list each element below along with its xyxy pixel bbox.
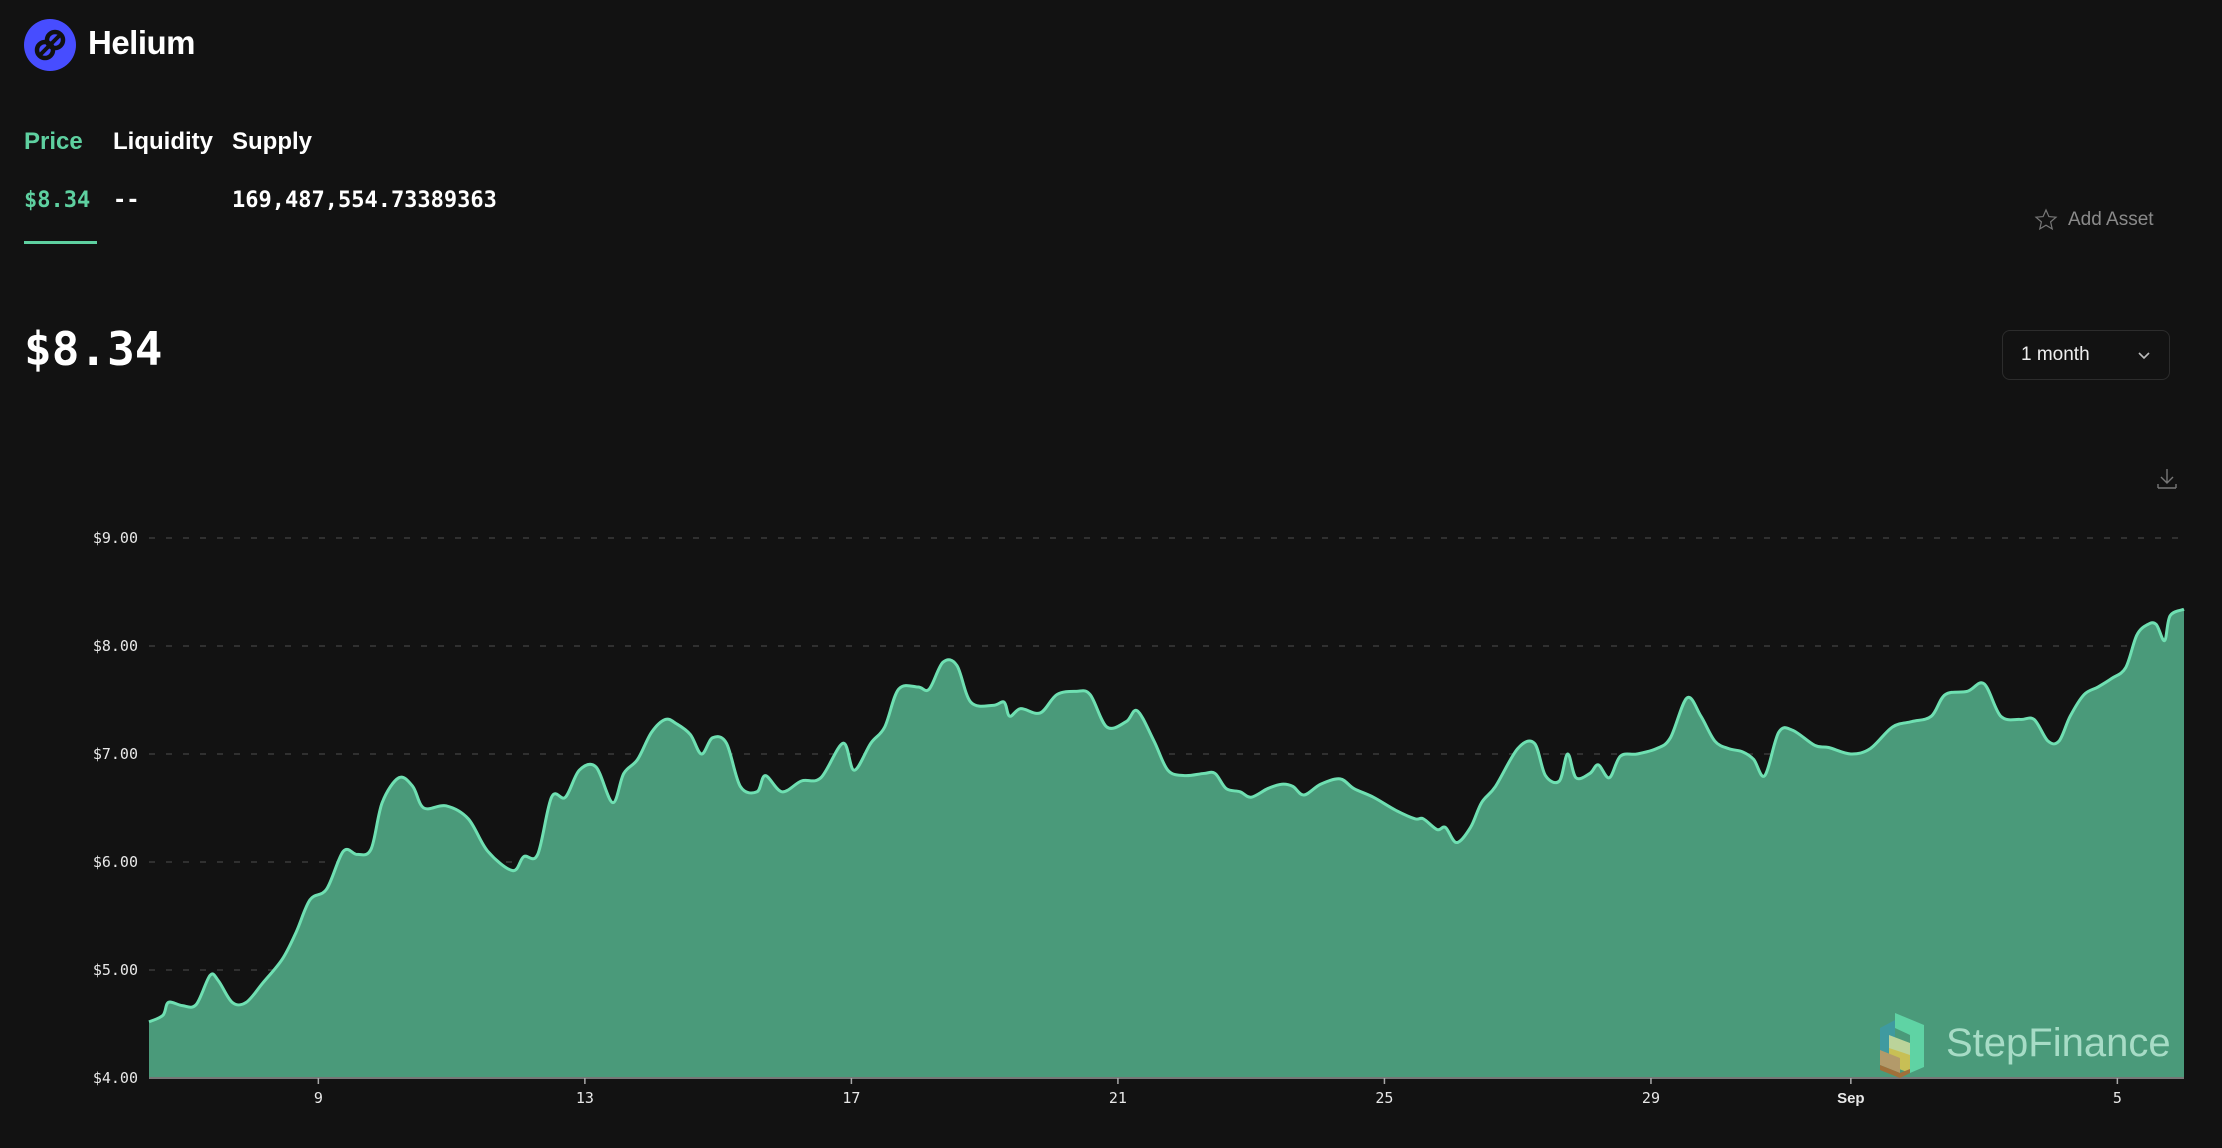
y-tick-label: $8.00: [93, 637, 138, 655]
x-tick-label: 29: [1642, 1089, 1660, 1107]
supply-value: 169,487,554.73389363: [232, 188, 497, 213]
tab-liquidity[interactable]: Liquidity: [113, 128, 213, 155]
chevron-down-icon: [2138, 352, 2150, 360]
price-value: $8.34: [24, 188, 91, 213]
watermark-text: StepFinance: [1946, 1021, 2171, 1065]
stepfinance-logo-icon: [1880, 1013, 1924, 1078]
asset-title: Helium: [88, 24, 196, 61]
download-icon: [2157, 469, 2177, 489]
add-asset-button[interactable]: Add Asset: [2034, 208, 2154, 232]
time-range-value: 1 month: [2021, 344, 2090, 365]
download-button[interactable]: [2155, 467, 2179, 496]
y-tick-label: $4.00: [93, 1069, 138, 1087]
y-tick-label: $5.00: [93, 961, 138, 979]
helium-logo-icon: [24, 19, 76, 71]
x-tick-label: 5: [2113, 1089, 2122, 1107]
x-tick-label: 21: [1109, 1089, 1127, 1107]
add-asset-label: Add Asset: [2068, 209, 2154, 230]
y-tick-label: $6.00: [93, 853, 138, 871]
price-area: [149, 609, 2184, 1078]
active-tab-indicator: [24, 241, 97, 244]
x-tick-label: 25: [1375, 1089, 1393, 1107]
stepfinance-watermark: StepFinance: [1880, 1013, 2171, 1078]
star-outline-icon: [2034, 208, 2058, 231]
time-range-select[interactable]: 1 month: [2002, 330, 2170, 380]
tab-price[interactable]: Price: [24, 128, 83, 155]
y-tick-label: $7.00: [93, 745, 138, 763]
tab-supply[interactable]: Supply: [232, 128, 313, 155]
x-tick-label: 17: [842, 1089, 860, 1107]
price-line: [148, 607, 2185, 1024]
liquidity-value: --: [113, 188, 140, 213]
current-price: $8.34: [24, 322, 163, 376]
x-tick-label: Sep: [1837, 1090, 1865, 1107]
x-tick-label: 13: [576, 1089, 594, 1107]
x-tick-label: 9: [314, 1089, 323, 1107]
y-tick-label: $9.00: [93, 529, 138, 547]
